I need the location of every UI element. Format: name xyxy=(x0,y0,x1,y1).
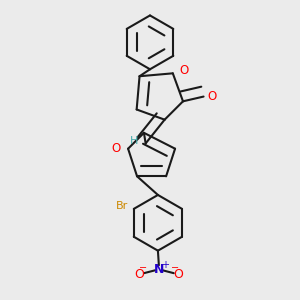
Text: −: − xyxy=(139,263,147,273)
Text: N: N xyxy=(154,262,164,275)
Text: O: O xyxy=(111,142,121,155)
Text: O: O xyxy=(134,268,144,281)
Text: O: O xyxy=(207,90,217,103)
Text: H: H xyxy=(130,136,139,146)
Text: Br: Br xyxy=(116,201,128,212)
Text: +: + xyxy=(160,260,169,270)
Text: O: O xyxy=(174,268,183,281)
Text: O: O xyxy=(180,64,189,77)
Text: −: − xyxy=(171,263,179,273)
